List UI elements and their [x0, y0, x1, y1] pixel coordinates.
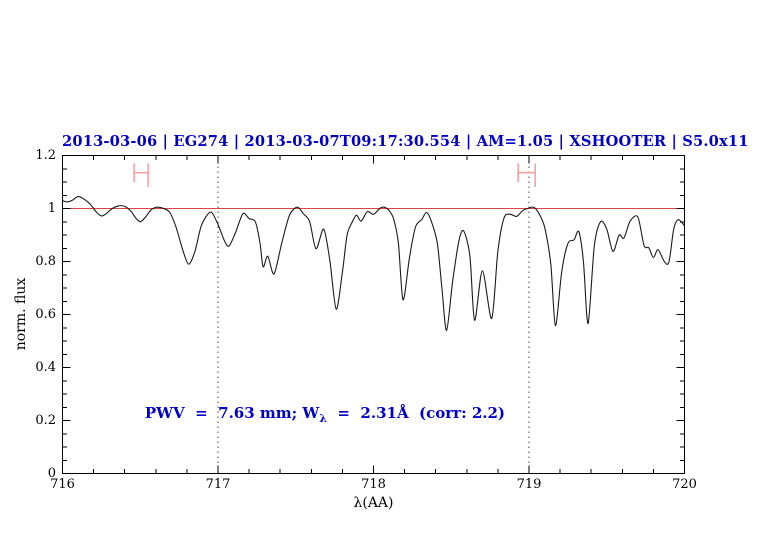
plot-frame	[61, 154, 686, 475]
spectrum-curve	[62, 196, 685, 331]
x-tick-label: 720	[672, 477, 697, 492]
pwv-annotation-post: = 2.31Å (corr: 2.2)	[326, 403, 506, 422]
y-tick-label: 0.4	[35, 359, 56, 375]
y-tick-label: 1.2	[35, 147, 56, 163]
x-axis-label: λ(AA)	[353, 495, 394, 511]
pwv-annotation-sub: λ	[319, 411, 327, 425]
y-tick-label: 0	[47, 465, 56, 481]
x-tick-label: 719	[516, 477, 542, 492]
pwv-annotation-pre: PWV = 7.63 mm; W	[144, 403, 320, 422]
y-tick-label: 1	[47, 200, 56, 216]
y-tick-label: 0.8	[35, 253, 56, 269]
plot-title: 2013-03-06 | EG274 | 2013-03-07T09:17:30…	[62, 133, 749, 150]
y-tick-label: 0.6	[35, 306, 56, 322]
y-tick-label: 0.2	[35, 412, 56, 428]
x-tick-label: 718	[361, 477, 386, 492]
x-tick-label: 717	[205, 477, 231, 492]
pwv-annotation: PWV = 7.63 mm; Wλ = 2.31Å (corr: 2.2)	[145, 404, 505, 425]
x-tick-label: 716	[50, 477, 75, 492]
